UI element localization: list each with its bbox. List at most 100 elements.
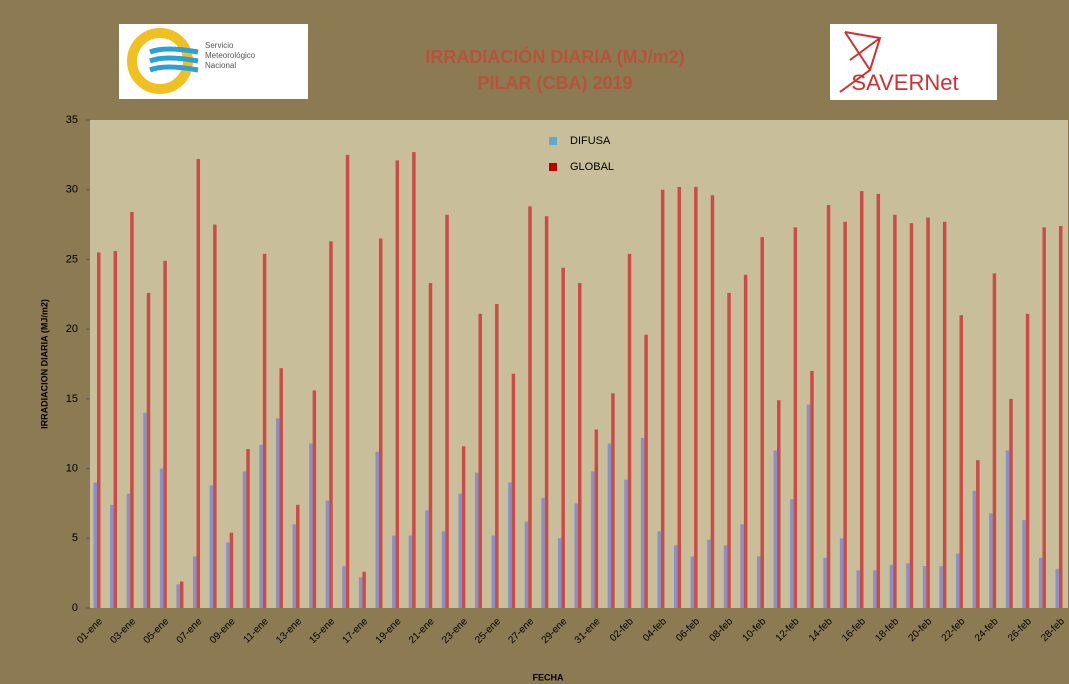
bar [1022, 520, 1026, 608]
bar [578, 283, 582, 608]
bar [358, 577, 363, 608]
bar [392, 535, 396, 608]
bar [707, 539, 711, 608]
y-tick-label: 25 [66, 253, 78, 265]
bar [524, 521, 529, 608]
bar [856, 570, 860, 608]
bar [345, 154, 350, 608]
bar [561, 267, 565, 608]
bar [1025, 313, 1030, 608]
y-tick-label: 0 [72, 602, 78, 614]
bar [989, 513, 993, 608]
bar [495, 304, 499, 608]
bar [893, 214, 897, 608]
bar [607, 443, 612, 608]
bar [690, 556, 695, 608]
bar [143, 412, 147, 608]
bar [624, 479, 628, 608]
bar [640, 437, 645, 608]
bar [309, 443, 313, 608]
bar [226, 542, 230, 608]
bar [126, 493, 131, 608]
bar [159, 468, 164, 608]
bar [176, 584, 180, 608]
bar [674, 545, 678, 608]
bar [246, 449, 250, 608]
bar [395, 160, 400, 609]
bar [461, 446, 466, 608]
bar [428, 283, 433, 608]
bar [627, 253, 632, 608]
bar [760, 237, 764, 608]
bar [557, 538, 562, 608]
bar [362, 571, 366, 608]
bar [478, 313, 482, 608]
smn-waves [149, 46, 199, 73]
bar [992, 273, 997, 608]
bar [329, 241, 333, 608]
legend-label: GLOBAL [570, 161, 614, 173]
bar [528, 206, 532, 608]
bar [296, 504, 300, 608]
bar [209, 485, 214, 608]
bar [1038, 557, 1043, 608]
bar [97, 252, 101, 608]
x-axis-label: FECHA [533, 672, 564, 682]
bar [342, 566, 346, 608]
bar [292, 524, 297, 608]
bar [163, 260, 167, 608]
y-tick-label: 30 [66, 184, 78, 196]
bar [458, 493, 462, 608]
bar [677, 186, 682, 608]
bar [193, 556, 197, 608]
bar [843, 221, 847, 609]
bar [591, 471, 595, 608]
bar [594, 429, 599, 608]
bar [777, 400, 781, 608]
bar [378, 238, 383, 608]
legend-marker [549, 163, 557, 171]
y-tick-label: 5 [72, 532, 78, 544]
savernet-text: SAVERNet [851, 70, 958, 95]
bar [279, 368, 283, 608]
bar [657, 531, 661, 608]
bar [445, 214, 449, 608]
bar [942, 221, 947, 609]
bar [474, 472, 479, 608]
bar [146, 292, 151, 608]
bar [1059, 225, 1063, 609]
bar [793, 227, 798, 609]
savernet-logo [830, 24, 997, 100]
bar [508, 482, 512, 608]
y-tick-label: 15 [66, 393, 78, 405]
smn-text: Nacional [205, 61, 236, 70]
bar [939, 566, 943, 608]
bar [179, 581, 184, 608]
bar [113, 251, 118, 608]
bar [375, 451, 379, 608]
chart-title: IRRADIACIÓN DIARIA (MJ/m2) [425, 46, 684, 67]
bar [110, 504, 114, 608]
bar [710, 195, 715, 608]
bar [839, 538, 844, 608]
bar [1055, 568, 1059, 608]
bar [859, 191, 864, 608]
bar [511, 373, 516, 608]
bar [790, 499, 794, 608]
bar [325, 500, 330, 608]
bar [425, 510, 429, 608]
bar [644, 334, 648, 608]
bar [727, 292, 731, 608]
bar [876, 193, 881, 608]
legend-marker [549, 137, 557, 145]
y-tick-label: 20 [66, 323, 78, 335]
bar [694, 186, 698, 608]
bar [242, 471, 247, 608]
bar [660, 189, 665, 608]
bar [1005, 450, 1010, 608]
bar [889, 564, 894, 608]
bar [275, 418, 280, 608]
savernet-network [839, 31, 882, 93]
bar [743, 274, 748, 608]
bar [959, 315, 963, 608]
